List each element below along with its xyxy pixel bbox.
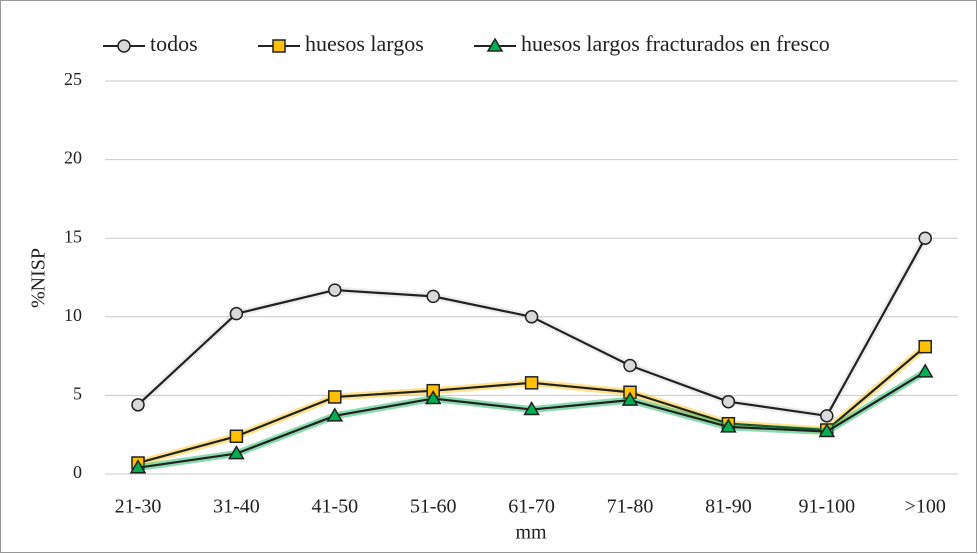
- marker: [229, 429, 244, 444]
- x-axis-label: mm: [515, 522, 547, 544]
- legend-label: todos: [150, 31, 198, 56]
- legend-label: huesos largos: [305, 31, 424, 56]
- marker: [524, 376, 539, 390]
- y-tick-label: 25: [64, 69, 82, 89]
- legend-marker: [272, 39, 286, 53]
- x-tick-label: 71-80: [607, 496, 654, 518]
- marker: [326, 407, 344, 422]
- marker: [720, 418, 737, 433]
- marker: [229, 306, 244, 321]
- marker: [523, 401, 540, 416]
- marker: [424, 390, 442, 405]
- x-tick-label: 61-70: [508, 496, 555, 518]
- y-tick-label: 5: [73, 384, 82, 404]
- y-tick-label: 10: [64, 305, 82, 325]
- marker: [916, 363, 934, 378]
- marker: [918, 339, 932, 354]
- y-tick-label: 20: [64, 148, 82, 168]
- marker: [524, 310, 539, 324]
- x-tick-label: 91-100: [798, 496, 855, 518]
- x-tick-label: 31-40: [213, 496, 260, 518]
- marker: [721, 394, 736, 409]
- y-axis-label: %NISP: [28, 248, 50, 308]
- marker: [820, 409, 834, 423]
- marker: [131, 398, 145, 412]
- marker: [623, 358, 637, 373]
- marker: [328, 390, 342, 404]
- legend-marker: [117, 39, 131, 53]
- legend-marker: [486, 37, 504, 52]
- y-tick-label: 0: [73, 462, 82, 482]
- marker: [918, 231, 932, 245]
- marker: [818, 423, 836, 438]
- x-tick-label: 41-50: [311, 496, 358, 518]
- marker: [621, 391, 639, 406]
- y-tick-label: 15: [64, 226, 82, 246]
- x-tick-label: 81-90: [705, 496, 752, 518]
- marker: [228, 445, 245, 460]
- x-tick-label: >100: [905, 496, 946, 518]
- marker: [426, 289, 440, 304]
- legend-label: huesos largos fracturados en fresco: [521, 31, 830, 56]
- x-tick-label: 51-60: [410, 496, 457, 518]
- marker: [129, 459, 147, 474]
- marker: [328, 283, 342, 297]
- x-tick-label: 21-30: [115, 496, 162, 518]
